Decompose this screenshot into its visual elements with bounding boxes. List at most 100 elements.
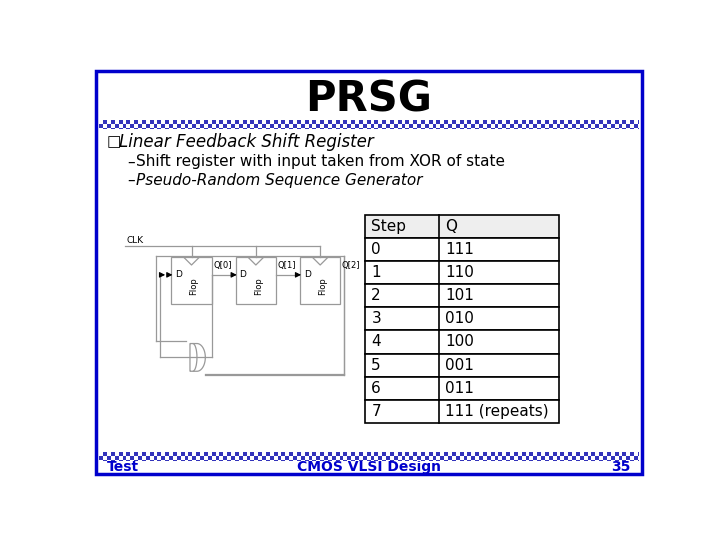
Bar bbox=[378, 460, 382, 461]
Bar bbox=[223, 120, 228, 124]
Bar bbox=[243, 124, 246, 128]
Bar bbox=[169, 120, 173, 124]
Bar bbox=[107, 460, 111, 461]
Bar bbox=[378, 128, 382, 130]
Bar bbox=[285, 128, 289, 130]
Bar bbox=[441, 128, 444, 130]
Bar bbox=[467, 456, 472, 460]
Bar bbox=[316, 452, 320, 456]
Bar bbox=[503, 460, 506, 461]
Bar bbox=[464, 452, 467, 456]
Bar bbox=[557, 452, 560, 456]
Bar bbox=[588, 460, 591, 461]
Bar bbox=[177, 460, 181, 461]
Bar bbox=[266, 124, 270, 128]
Text: Step: Step bbox=[372, 219, 406, 234]
Bar bbox=[402, 120, 405, 124]
Bar bbox=[603, 128, 607, 130]
Bar bbox=[537, 124, 541, 128]
Bar bbox=[459, 124, 464, 128]
Bar bbox=[274, 124, 277, 128]
Bar bbox=[564, 452, 568, 456]
Bar bbox=[402, 460, 405, 461]
Bar bbox=[611, 120, 615, 124]
Bar bbox=[405, 124, 409, 128]
Bar bbox=[169, 128, 173, 130]
Bar bbox=[324, 128, 328, 130]
Bar bbox=[607, 124, 611, 128]
Bar bbox=[277, 128, 282, 130]
Bar bbox=[324, 452, 328, 456]
Bar bbox=[355, 460, 359, 461]
Bar bbox=[518, 120, 522, 124]
Bar bbox=[107, 452, 111, 456]
Bar bbox=[514, 124, 518, 128]
Bar bbox=[366, 456, 371, 460]
Text: 0: 0 bbox=[372, 242, 381, 257]
Bar bbox=[336, 456, 340, 460]
Bar bbox=[409, 128, 413, 130]
Bar bbox=[365, 377, 559, 400]
Bar bbox=[258, 124, 262, 128]
Bar bbox=[130, 120, 134, 124]
Bar bbox=[355, 452, 359, 456]
Bar bbox=[487, 128, 490, 130]
Bar bbox=[138, 128, 142, 130]
Bar bbox=[618, 120, 622, 124]
Bar bbox=[212, 124, 215, 128]
Bar bbox=[270, 452, 274, 456]
Text: PRSG: PRSG bbox=[305, 78, 433, 120]
Bar bbox=[568, 456, 572, 460]
Bar bbox=[305, 124, 309, 128]
Bar bbox=[142, 124, 145, 128]
Bar bbox=[549, 452, 553, 456]
Bar bbox=[557, 460, 560, 461]
Text: CLK: CLK bbox=[127, 236, 143, 245]
Bar bbox=[231, 120, 235, 124]
Bar bbox=[514, 456, 518, 460]
Bar bbox=[421, 456, 425, 460]
Text: Test: Test bbox=[107, 460, 139, 474]
Bar bbox=[332, 120, 336, 124]
Bar bbox=[365, 307, 559, 330]
Bar bbox=[215, 452, 220, 456]
Bar bbox=[177, 128, 181, 130]
Bar bbox=[254, 460, 258, 461]
Bar bbox=[134, 456, 138, 460]
Bar bbox=[189, 124, 192, 128]
Bar bbox=[312, 456, 316, 460]
Bar bbox=[534, 460, 537, 461]
Bar bbox=[208, 460, 212, 461]
Bar bbox=[235, 456, 239, 460]
Bar bbox=[549, 128, 553, 130]
Bar bbox=[343, 124, 347, 128]
Text: 101: 101 bbox=[445, 288, 474, 303]
Bar bbox=[138, 452, 142, 456]
Bar bbox=[557, 128, 560, 130]
Bar bbox=[553, 456, 557, 460]
Text: Q: Q bbox=[445, 219, 457, 234]
Bar bbox=[262, 460, 266, 461]
Bar bbox=[576, 124, 580, 128]
Bar bbox=[161, 128, 165, 130]
Bar bbox=[301, 120, 305, 124]
Bar bbox=[200, 460, 204, 461]
Bar bbox=[254, 120, 258, 124]
Bar bbox=[355, 120, 359, 124]
Bar bbox=[246, 452, 251, 456]
Text: 6: 6 bbox=[372, 381, 381, 396]
Bar bbox=[320, 124, 324, 128]
Bar bbox=[495, 452, 498, 456]
Bar bbox=[340, 128, 343, 130]
Bar bbox=[297, 124, 301, 128]
Bar bbox=[215, 460, 220, 461]
Text: –: – bbox=[127, 154, 135, 170]
Bar bbox=[351, 456, 355, 460]
Bar bbox=[576, 456, 580, 460]
Bar bbox=[409, 452, 413, 456]
Bar bbox=[192, 460, 196, 461]
Bar bbox=[309, 120, 312, 124]
Bar bbox=[394, 460, 397, 461]
Bar bbox=[436, 456, 441, 460]
Bar bbox=[309, 452, 312, 456]
